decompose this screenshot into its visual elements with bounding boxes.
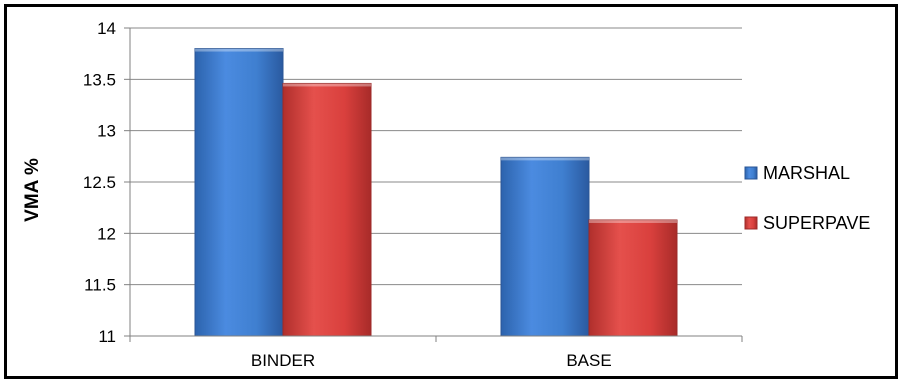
- y-tick-label: 13.5: [83, 70, 116, 89]
- bar-marshal-binder: [194, 48, 284, 337]
- bar-highlight: [589, 219, 677, 223]
- bar-superpave-binder: [282, 82, 372, 337]
- y-tick-label: 14: [97, 19, 116, 38]
- x-tick-label: BINDER: [251, 351, 315, 370]
- y-tick-label: 11: [98, 327, 116, 346]
- y-axis-label: VMA %: [22, 158, 43, 222]
- legend-swatch-superpave: [744, 216, 758, 230]
- y-tick-label: 11.5: [84, 276, 116, 295]
- bar-highlight: [283, 83, 371, 87]
- bar-highlight: [501, 157, 589, 161]
- bars: [194, 48, 678, 337]
- legend: MARSHAL SUPERPAVE: [744, 163, 870, 233]
- legend-label-marshal: MARSHAL: [763, 163, 850, 183]
- y-tick-label: 12.5: [83, 173, 116, 192]
- axes: 11 11.5 12 12.5 13 13.5 14 BINDER BASE: [83, 19, 743, 370]
- y-tick-label: 12: [97, 224, 116, 243]
- y-tick-label: 13: [97, 122, 116, 141]
- chart-frame: [4, 4, 898, 379]
- bar-superpave-base: [588, 219, 678, 337]
- x-tick-label: BASE: [566, 351, 611, 370]
- legend-label-superpave: SUPERPAVE: [763, 213, 870, 233]
- bar-highlight: [195, 48, 283, 52]
- legend-swatch-marshal: [744, 166, 758, 180]
- bar-marshal-base: [500, 156, 590, 337]
